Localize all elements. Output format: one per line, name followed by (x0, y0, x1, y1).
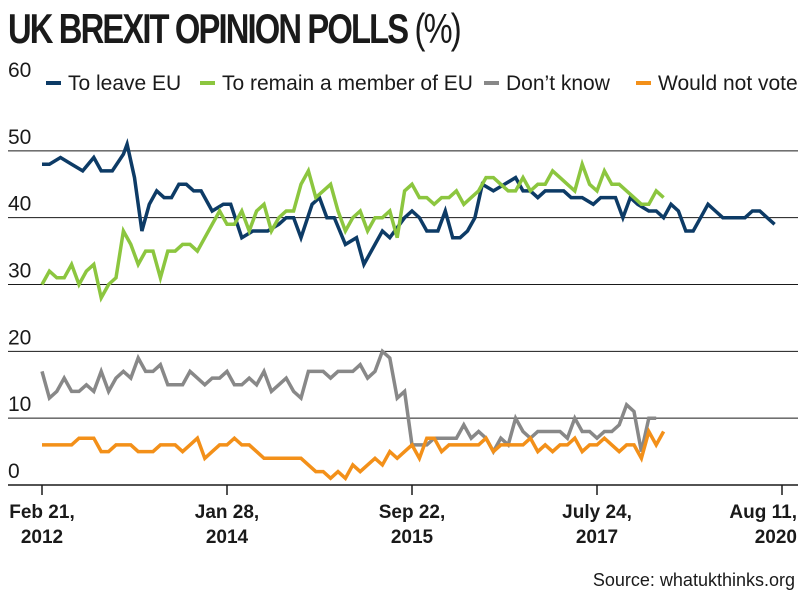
y-tick-label: 60 (8, 59, 31, 82)
legend-label: Would not vote (658, 72, 798, 95)
source-label: Source: whatukthinks.org (593, 570, 795, 590)
series-line-1 (40, 158, 665, 303)
x-tick-label: July 24, (562, 502, 632, 523)
series-lines (40, 138, 776, 482)
x-tick-label: Feb 21, (9, 502, 74, 523)
legend: To leave EU To remain a member of EU Don’t… (46, 72, 798, 95)
series-line-3 (42, 426, 666, 482)
y-tick-label: 0 (8, 460, 20, 483)
series-line-0 (42, 138, 776, 269)
x-tick-label: 2017 (576, 527, 618, 548)
legend-label: To leave EU (68, 72, 181, 95)
chart-title-text: UK BREXIT OPINION POLLS (8, 5, 409, 52)
y-tick-label: 10 (8, 393, 31, 416)
x-tick-label: 2015 (391, 527, 434, 548)
y-tick-label: 50 (8, 126, 31, 149)
y-axis-tick-labels: 0 10 20 30 40 50 60 (8, 59, 31, 483)
chart-title: UK BREXIT OPINION POLLS (%) (8, 4, 462, 54)
y-tick-label: 40 (8, 193, 31, 216)
x-tick-label: Jan 28, (195, 502, 259, 523)
legend-label: Don’t know (506, 72, 611, 95)
chart-title-unit: (%) (414, 5, 461, 52)
x-tick-label: Aug 11, (729, 502, 797, 523)
y-tick-label: 20 (8, 326, 31, 349)
x-tick-label: 2014 (206, 527, 249, 548)
x-tick-label: 2012 (21, 527, 63, 548)
legend-label: To remain a member of EU (222, 72, 473, 95)
x-axis-ticks: Feb 21, 2012 Jan 28, 2014 Sep 22, 2015 July 24… (9, 485, 797, 548)
series-line-2 (40, 348, 657, 456)
y-tick-label: 30 (8, 260, 31, 283)
x-tick-label: Sep 22, (379, 502, 446, 523)
x-tick-label: 2020 (755, 527, 797, 548)
